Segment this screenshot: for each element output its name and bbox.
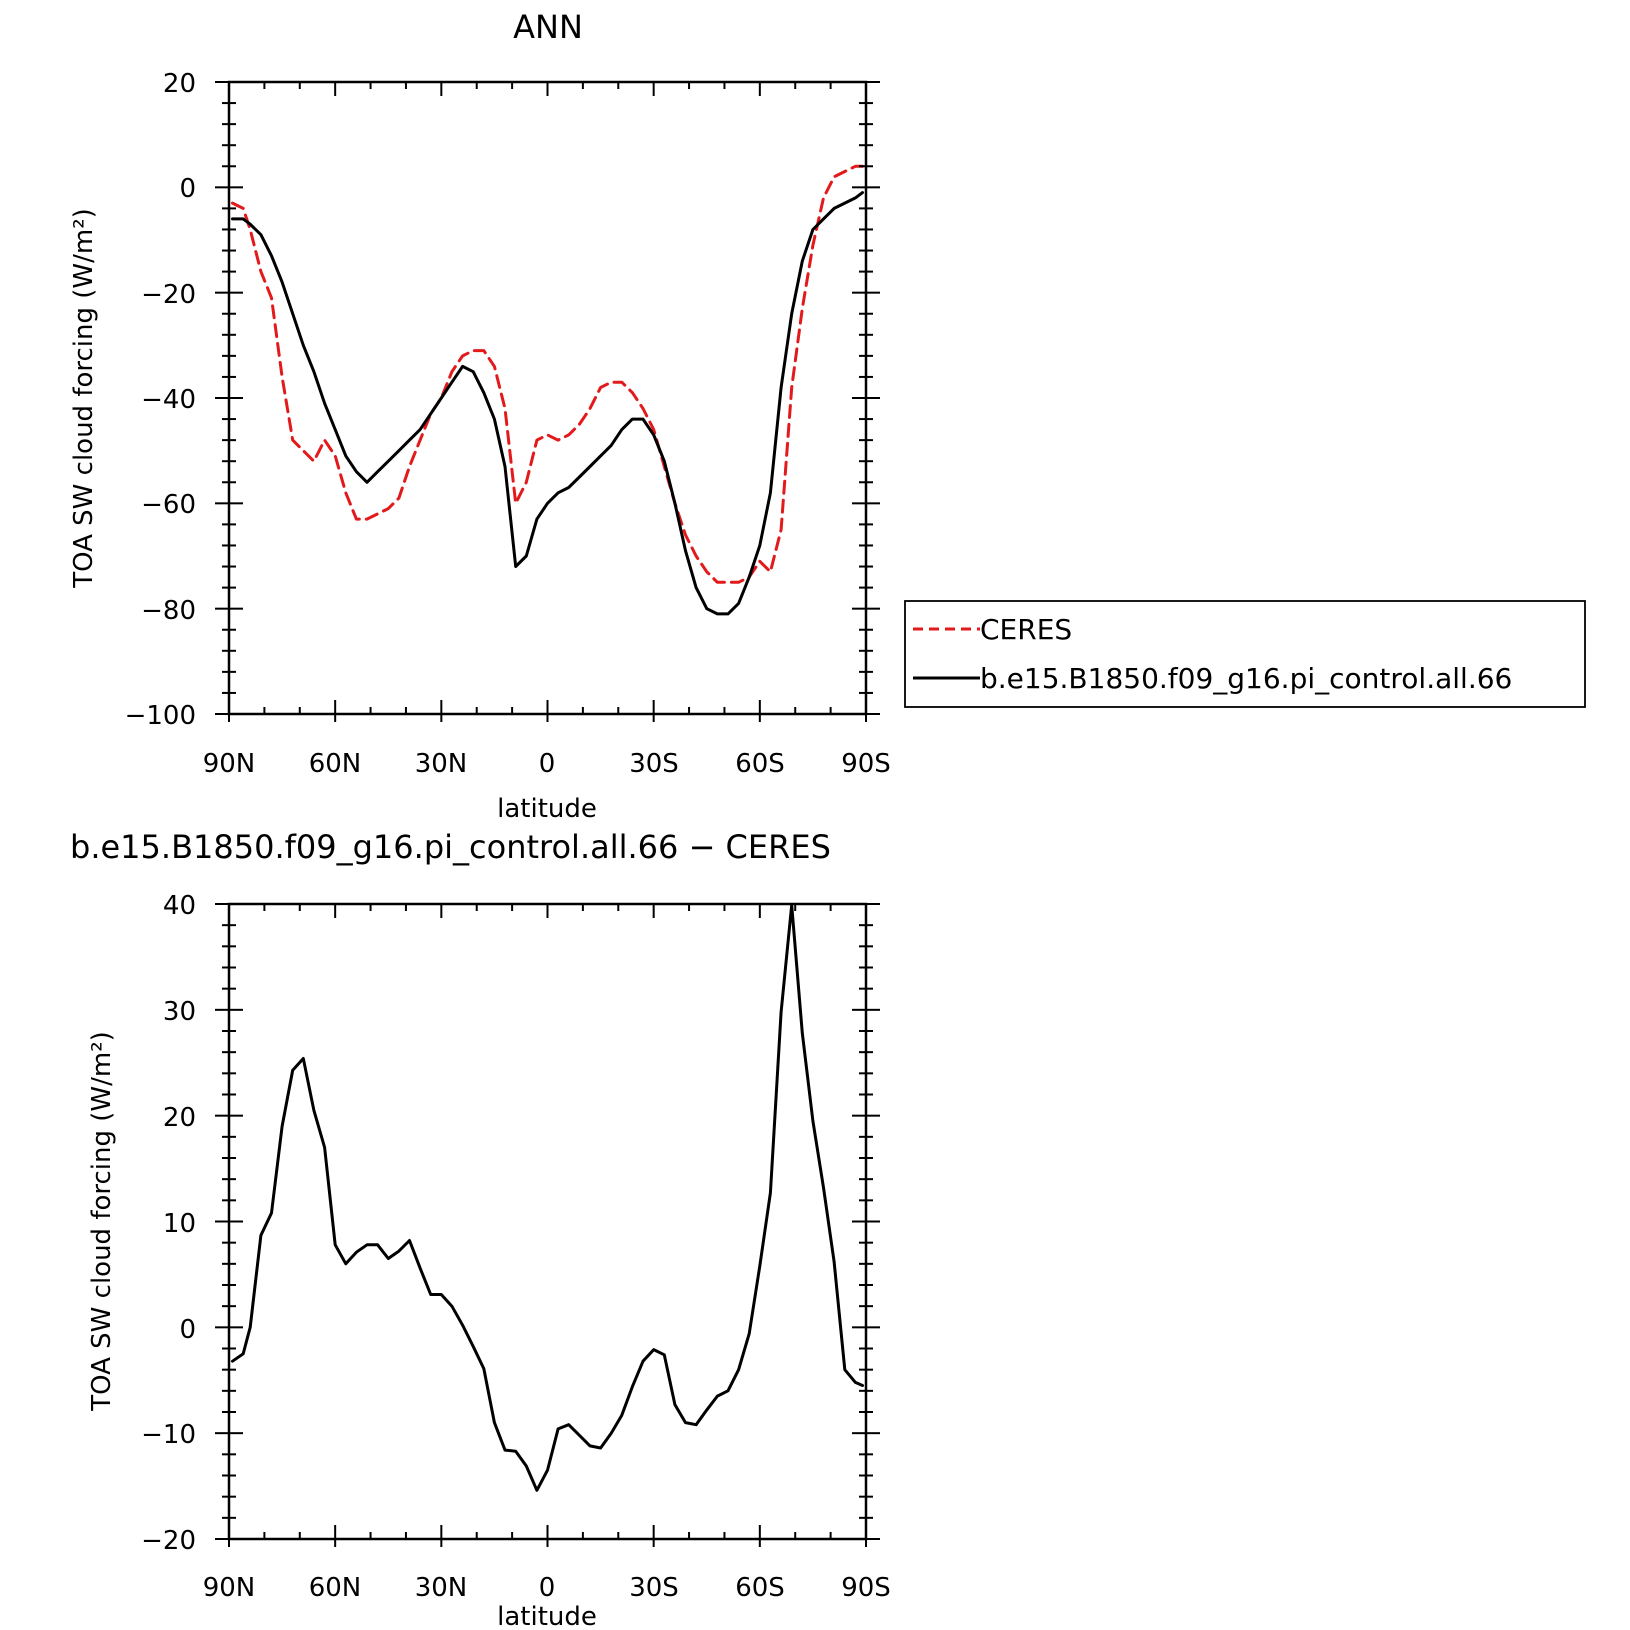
tick-marks-bottom (215, 903, 880, 1547)
y-tick-label: 30 (163, 997, 196, 1027)
series-line-b-e15-b1850-f09-g16-pi-control-all-66 (231, 191, 864, 616)
x-tick-label: 0 (539, 749, 556, 779)
legend-label-ceres: CERES (980, 613, 1072, 646)
x-axis-title-bottom: latitude (497, 1602, 597, 1630)
legend-box (904, 600, 1586, 708)
y-axis-title-top: TOA SW cloud forcing (W/m²) (69, 208, 99, 589)
plot-frame-top (227, 80, 868, 716)
y-tick-labels-top: 20 0 −20 −40 −60 −80 −100 (125, 69, 196, 731)
panel-bottom: b.e15.B1850.f09_g16.pi_control.all.66 − … (70, 828, 891, 1630)
y-tick-label: −80 (141, 596, 196, 626)
x-tick-label: 60N (309, 1573, 362, 1603)
tick-marks-top (215, 81, 880, 722)
x-tick-label: 90S (841, 1573, 891, 1603)
x-axis-title-top: latitude (497, 794, 597, 824)
x-tick-label: 30S (629, 749, 679, 779)
y-tick-label: −20 (141, 280, 196, 310)
legend-label-model: b.e15.B1850.f09_g16.pi_control.all.66 (980, 662, 1512, 695)
x-tick-label: 60N (309, 749, 362, 779)
chart-title-bottom: b.e15.B1850.f09_g16.pi_control.all.66 − … (70, 828, 831, 866)
y-tick-label: −40 (141, 385, 196, 415)
y-tick-label: 40 (163, 891, 196, 921)
y-axis-title-bottom: TOA SW cloud forcing (W/m²) (87, 1031, 117, 1412)
y-tick-label: −100 (125, 701, 196, 731)
y-tick-labels-bottom: 40 30 20 10 0 −10 −20 (141, 891, 196, 1556)
legend: CERES b.e15.B1850.f09_g16.pi_control.all… (904, 600, 1586, 708)
x-tick-label: 60S (735, 1573, 785, 1603)
y-tick-label: −60 (141, 490, 196, 520)
series-layer-bottom (231, 903, 864, 1492)
x-tick-label: 0 (539, 1573, 556, 1603)
series-line-ceres (231, 164, 864, 584)
x-tick-label: 30N (415, 1573, 468, 1603)
x-tick-label: 90S (841, 749, 891, 779)
x-tick-labels-top: 90N 60N 30N 0 30S 60S 90S (203, 749, 891, 779)
y-tick-label: 0 (179, 1315, 196, 1345)
x-tick-label: 30N (415, 749, 468, 779)
series-layer-top (231, 164, 864, 616)
plot-frame-bottom (227, 902, 868, 1541)
y-tick-label: 10 (163, 1209, 196, 1239)
x-tick-label: 30S (629, 1573, 679, 1603)
series-line-series-0 (231, 903, 864, 1492)
x-tick-labels-bottom: 90N 60N 30N 0 30S 60S 90S (203, 1573, 891, 1603)
y-tick-label: −20 (141, 1526, 196, 1556)
y-tick-label: −10 (141, 1420, 196, 1450)
panel-top: ANN 20 0 −20 −40 −60 −80 −100 90N 60N 30… (69, 8, 891, 824)
x-tick-label: 60S (735, 749, 785, 779)
x-tick-label: 90N (203, 1573, 256, 1603)
chart-title-top: ANN (513, 8, 583, 46)
y-tick-label: 20 (163, 69, 196, 99)
y-tick-label: 0 (179, 174, 196, 204)
y-tick-label: 20 (163, 1103, 196, 1133)
x-tick-label: 90N (203, 749, 256, 779)
